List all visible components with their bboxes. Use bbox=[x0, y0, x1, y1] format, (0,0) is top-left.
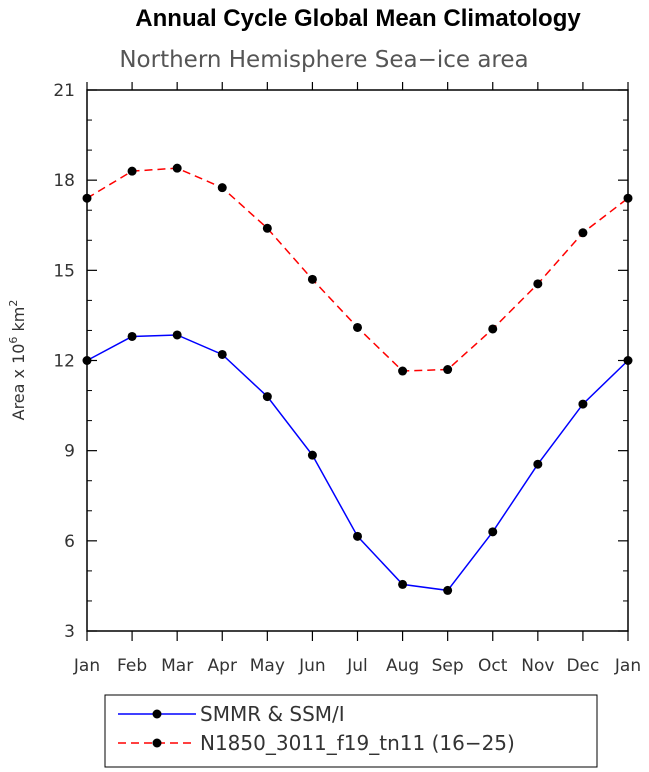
y-tick-label: 18 bbox=[53, 171, 75, 191]
data-point bbox=[398, 366, 408, 376]
data-point bbox=[578, 399, 588, 409]
series-layer bbox=[82, 163, 633, 595]
y-axis-label-unit: km bbox=[9, 307, 28, 337]
y-tick-label: 3 bbox=[64, 622, 75, 642]
plot-frame bbox=[86, 89, 629, 632]
x-tick-label: Jan bbox=[614, 656, 641, 676]
data-point bbox=[398, 579, 408, 589]
data-point bbox=[262, 392, 272, 402]
legend: SMMR & SSM/I N1850_3011_f19_tn11 (16−25) bbox=[118, 702, 515, 755]
data-point bbox=[353, 322, 362, 332]
data-point bbox=[443, 365, 453, 375]
y-axis-label: Area x 106 km2 bbox=[7, 300, 28, 421]
data-point bbox=[353, 531, 362, 541]
x-tick-label: May bbox=[250, 656, 285, 676]
data-point bbox=[488, 324, 498, 334]
data-point bbox=[533, 459, 543, 469]
x-tick-label: Aug bbox=[386, 656, 419, 676]
data-point bbox=[488, 527, 498, 537]
series-line bbox=[86, 334, 629, 592]
data-point bbox=[82, 356, 92, 365]
data-point bbox=[578, 228, 588, 238]
x-tick-label: Jan bbox=[73, 656, 100, 676]
chart-title: Annual Cycle Global Mean Climatology bbox=[135, 5, 581, 32]
series-2 bbox=[82, 163, 633, 376]
data-point bbox=[82, 193, 92, 203]
x-tick-label: Sep bbox=[432, 656, 464, 676]
y-tick-label: 9 bbox=[64, 442, 75, 462]
y-axis-label-unit-exponent: 2 bbox=[7, 300, 20, 307]
x-tick-label: Oct bbox=[478, 656, 508, 676]
x-tick-labels: Jan Feb Mar Apr May Jun Jul Aug Sep Oct Nov Dec Jan bbox=[73, 656, 641, 676]
chart-subtitle: Northern Hemisphere Sea−ice area bbox=[119, 47, 528, 73]
x-tick-label: Jun bbox=[298, 656, 326, 676]
y-axis-label-prefix: Area x 10 bbox=[9, 344, 28, 421]
legend-box bbox=[104, 694, 598, 768]
x-tick-label: Feb bbox=[117, 656, 147, 676]
data-point bbox=[443, 585, 453, 595]
axis-ticks bbox=[86, 82, 629, 641]
legend-marker bbox=[152, 709, 162, 719]
data-point bbox=[127, 166, 137, 176]
y-tick-labels: 3 6 9 12 15 18 21 bbox=[53, 81, 75, 642]
series-line bbox=[86, 167, 629, 372]
data-point bbox=[623, 356, 633, 365]
x-tick-label: Dec bbox=[566, 656, 599, 676]
data-point bbox=[127, 331, 137, 341]
x-tick-label: Nov bbox=[521, 656, 554, 676]
legend-label: N1850_3011_f19_tn11 (16−25) bbox=[200, 731, 515, 755]
data-point bbox=[307, 450, 317, 460]
x-tick-label: Mar bbox=[161, 656, 193, 676]
series-1 bbox=[82, 330, 633, 595]
x-tick-label: Apr bbox=[208, 656, 237, 676]
data-point bbox=[172, 163, 182, 173]
data-point bbox=[262, 223, 272, 233]
data-point bbox=[217, 183, 227, 193]
data-point bbox=[217, 349, 227, 359]
legend-marker bbox=[152, 738, 162, 748]
legend-label: SMMR & SSM/I bbox=[200, 702, 345, 726]
data-point bbox=[307, 274, 317, 284]
y-tick-label: 15 bbox=[53, 261, 75, 281]
x-tick-label: Jul bbox=[346, 656, 368, 676]
y-tick-label: 21 bbox=[53, 81, 75, 101]
data-point bbox=[533, 279, 543, 289]
y-axis-label-exponent: 6 bbox=[7, 337, 20, 344]
data-point bbox=[172, 330, 182, 340]
y-tick-label: 12 bbox=[53, 352, 75, 372]
y-tick-label: 6 bbox=[64, 532, 75, 552]
data-point bbox=[623, 193, 633, 203]
